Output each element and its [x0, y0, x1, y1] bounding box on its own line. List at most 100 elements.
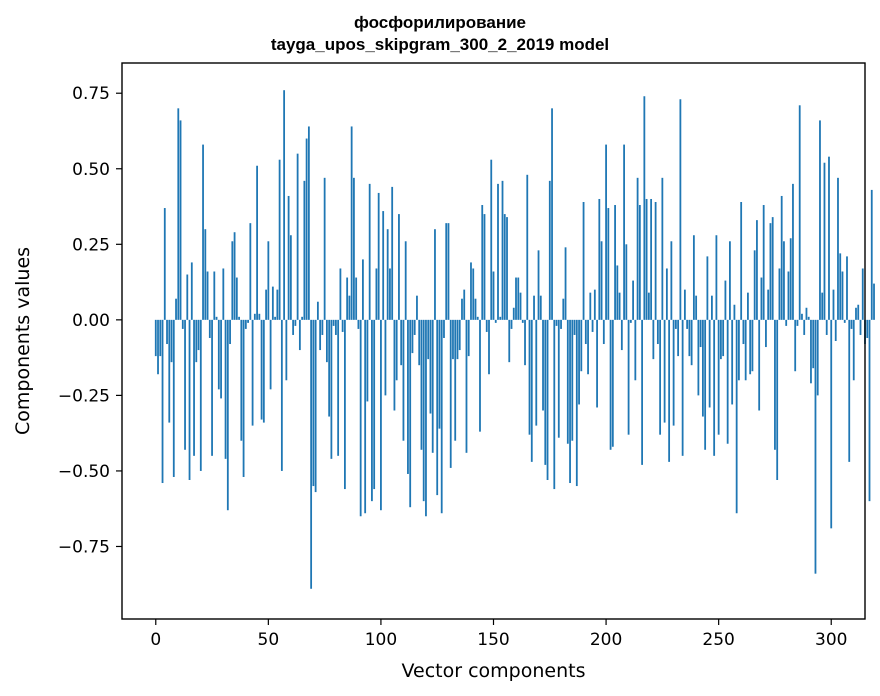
- bar: [463, 289, 466, 320]
- bar: [402, 319, 405, 441]
- bar: [465, 319, 468, 453]
- y-axis-ticks: −0.75 −0.50 −0.25 0.00 0.25 0.50 0.75: [58, 84, 122, 557]
- bar: [663, 319, 666, 423]
- y-tick-label: 0.00: [72, 311, 110, 331]
- bar: [269, 319, 272, 390]
- bar: [805, 307, 808, 320]
- bar: [278, 159, 281, 320]
- bar: [650, 198, 653, 320]
- bar: [593, 289, 596, 320]
- bar: [172, 319, 175, 477]
- bar: [555, 319, 558, 326]
- bar: [233, 232, 236, 320]
- bar: [720, 319, 722, 360]
- bar: [618, 292, 621, 320]
- bar: [443, 319, 445, 338]
- bar: [325, 319, 328, 363]
- bar: [177, 108, 180, 320]
- bar: [611, 319, 614, 447]
- bar: [605, 144, 607, 320]
- bar: [422, 319, 425, 502]
- x-tick-label: 0: [150, 630, 161, 650]
- bar: [341, 319, 344, 332]
- bar: [645, 198, 648, 320]
- bar: [753, 250, 756, 320]
- bar: [240, 319, 243, 441]
- y-tick-label: 0.25: [72, 235, 110, 255]
- bar: [256, 165, 258, 320]
- bar: [825, 319, 828, 335]
- bar: [643, 96, 646, 320]
- bar: [600, 241, 603, 320]
- bar: [249, 223, 252, 320]
- bar: [528, 319, 531, 435]
- bar: [508, 319, 511, 363]
- bar: [751, 319, 754, 372]
- bar: [683, 289, 686, 320]
- bar: [756, 220, 758, 320]
- bar: [873, 283, 875, 320]
- bar: [796, 319, 799, 326]
- bar: [202, 144, 204, 320]
- bar: [711, 295, 713, 320]
- bar: [785, 319, 788, 326]
- bar: [319, 319, 322, 351]
- bar: [629, 319, 632, 323]
- bar: [456, 319, 459, 360]
- bar: [530, 319, 533, 462]
- bar: [382, 211, 385, 320]
- bar: [389, 268, 391, 320]
- bar: [848, 319, 851, 462]
- bar: [265, 289, 267, 320]
- bar: [591, 319, 594, 332]
- bar: [357, 319, 360, 329]
- bar: [519, 292, 522, 320]
- bar: [334, 319, 337, 335]
- bar: [283, 90, 286, 320]
- bar: [287, 195, 290, 320]
- bar: [677, 319, 680, 357]
- bar: [828, 156, 830, 320]
- bar: [661, 177, 664, 320]
- bar: [310, 319, 313, 589]
- bar: [445, 223, 448, 320]
- bar: [159, 319, 162, 357]
- bar: [557, 319, 560, 438]
- bar: [409, 319, 412, 508]
- bar: [515, 277, 517, 320]
- bar: [731, 319, 734, 405]
- bar: [348, 295, 351, 320]
- bar: [672, 319, 675, 426]
- bar: [616, 265, 619, 320]
- bar: [715, 235, 718, 320]
- bar: [485, 319, 488, 332]
- bar: [184, 319, 186, 450]
- bar: [346, 277, 349, 320]
- bar: [767, 289, 770, 320]
- bar: [449, 319, 452, 468]
- bar: [810, 319, 812, 384]
- bar: [706, 256, 709, 320]
- bar: [769, 223, 772, 320]
- bar: [846, 256, 848, 320]
- bar: [384, 319, 387, 396]
- bar: [749, 319, 752, 375]
- bar: [499, 316, 502, 320]
- bar: [260, 319, 263, 420]
- bar: [193, 319, 195, 456]
- bar: [161, 319, 164, 484]
- bar: [314, 319, 317, 493]
- bar: [366, 319, 369, 402]
- bar: [819, 120, 821, 320]
- bar: [332, 319, 335, 326]
- bar: [407, 319, 409, 474]
- bar: [175, 298, 177, 320]
- bar: [866, 319, 869, 338]
- bar: [391, 186, 394, 320]
- bar: [674, 319, 677, 329]
- bar: [488, 319, 490, 375]
- bar: [841, 271, 844, 320]
- bar: [452, 319, 454, 360]
- bar: [686, 319, 689, 329]
- bar: [197, 319, 200, 351]
